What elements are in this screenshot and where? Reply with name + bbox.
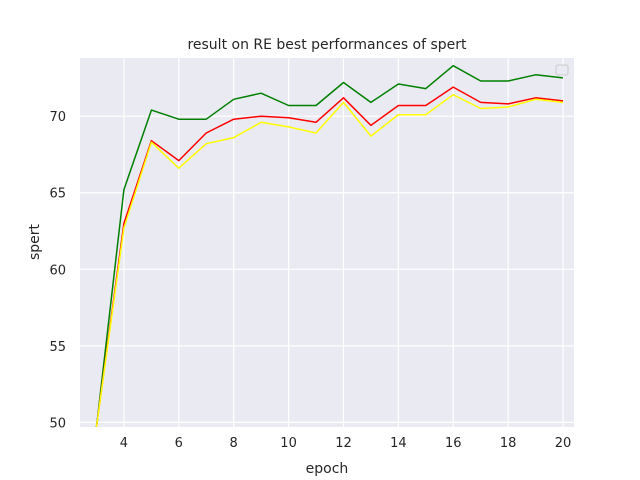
chart-title: result on RE best performances of spert [187,37,467,53]
x-tick-label: 12 [335,436,352,451]
x-tick-label: 18 [500,436,517,451]
series-line-2 [95,86,564,428]
x-tick-label: 20 [555,436,572,451]
y-tick-labels: 50 55 60 65 70 [49,110,66,431]
x-tick-label: 10 [280,436,297,451]
y-axis-label: spert [27,223,43,260]
x-tick-label: 4 [120,436,128,451]
x-tick-label: 16 [445,436,462,451]
series-line-1 [95,64,564,428]
x-tick-labels: 4 6 8 10 12 14 16 18 20 [120,436,572,451]
legend-box [555,64,569,76]
y-tick-label: 60 [49,263,66,278]
x-tick-label: 8 [230,436,238,451]
x-tick-label: 6 [175,436,183,451]
y-tick-label: 55 [49,340,66,355]
grid [80,58,574,427]
y-tick-label: 65 [49,187,66,202]
x-tick-label: 14 [390,436,407,451]
series-group [95,64,564,428]
series-line-3 [95,93,564,428]
y-tick-label: 70 [49,110,66,125]
plot-area [80,58,574,427]
y-tick-label: 50 [49,416,66,431]
x-axis-label: epoch [306,461,349,477]
